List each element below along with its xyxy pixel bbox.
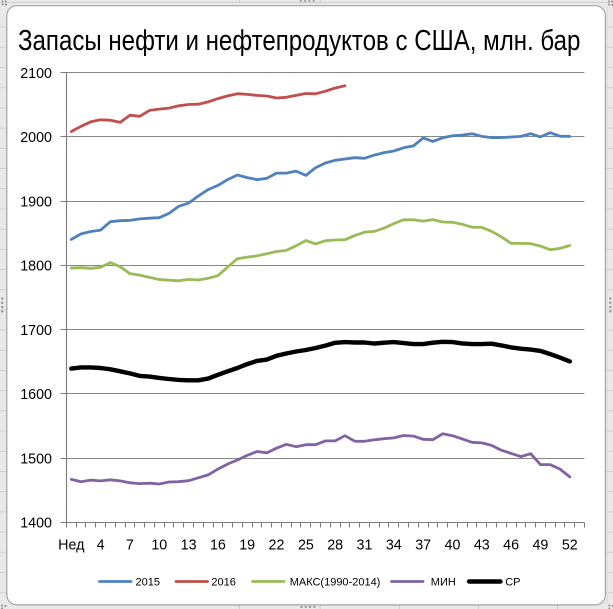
svg-text:МАКС(1990-2014): МАКС(1990-2014) <box>290 577 381 589</box>
svg-text:7: 7 <box>126 538 134 554</box>
svg-text:МИН: МИН <box>431 577 456 589</box>
svg-text:1600: 1600 <box>20 387 52 403</box>
svg-text:40: 40 <box>445 538 461 554</box>
svg-text:37: 37 <box>415 538 431 554</box>
svg-text:2100: 2100 <box>20 66 52 82</box>
svg-text:46: 46 <box>503 538 519 554</box>
svg-text:1700: 1700 <box>20 323 52 339</box>
svg-text:2000: 2000 <box>20 130 52 146</box>
svg-text:2015: 2015 <box>136 577 160 589</box>
svg-text:19: 19 <box>239 538 255 554</box>
svg-text:28: 28 <box>327 538 343 554</box>
svg-text:Нед: Нед <box>58 538 85 554</box>
svg-text:1500: 1500 <box>20 451 52 467</box>
svg-text:4: 4 <box>97 538 105 554</box>
svg-text:СР: СР <box>505 577 520 589</box>
svg-text:52: 52 <box>562 538 578 554</box>
svg-text:25: 25 <box>298 538 314 554</box>
svg-text:1800: 1800 <box>20 259 52 275</box>
svg-text:1400: 1400 <box>20 516 52 532</box>
svg-text:Запасы нефти и нефтепродуктов: Запасы нефти и нефтепродуктов с США, млн… <box>18 24 580 56</box>
svg-text:10: 10 <box>151 538 167 554</box>
svg-text:1900: 1900 <box>20 194 52 210</box>
svg-text:13: 13 <box>181 538 197 554</box>
svg-text:2016: 2016 <box>211 577 235 589</box>
svg-text:31: 31 <box>357 538 373 554</box>
svg-text:49: 49 <box>532 538 548 554</box>
svg-text:16: 16 <box>210 538 226 554</box>
svg-text:34: 34 <box>386 538 402 554</box>
svg-text:22: 22 <box>269 538 285 554</box>
svg-text:43: 43 <box>474 538 490 554</box>
